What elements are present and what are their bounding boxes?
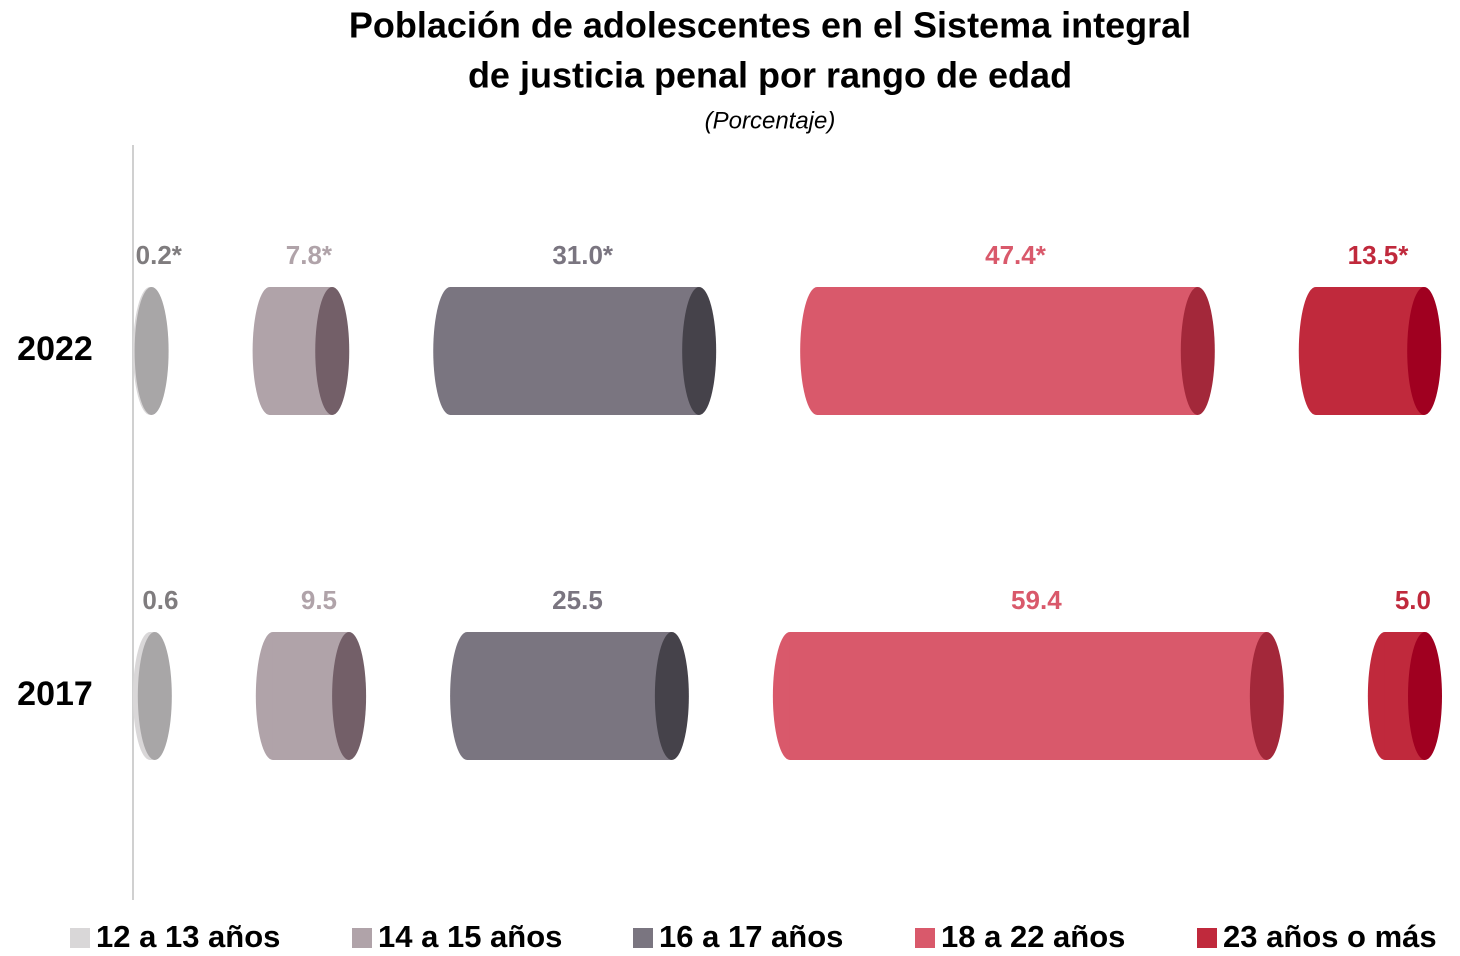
- bar-segment: [1298, 287, 1442, 415]
- legend-label: 23 años o más: [1223, 919, 1437, 954]
- legend-label: 18 a 22 años: [941, 919, 1125, 954]
- legend-swatch: [1197, 928, 1217, 948]
- legend-swatch: [915, 928, 935, 948]
- legend-label: 14 a 15 años: [378, 919, 562, 954]
- cylinder-cap: [682, 287, 717, 415]
- cylinder-cap: [654, 632, 689, 760]
- chart-title: de justicia penal por rango de edad: [468, 55, 1072, 96]
- value-label: 31.0*: [552, 240, 614, 270]
- cylinder-body: [450, 287, 700, 415]
- value-label: 9.5: [301, 585, 337, 615]
- bar-segment: [433, 287, 717, 415]
- value-label: 25.5: [552, 585, 603, 615]
- cylinder-cap: [332, 632, 367, 760]
- legend-swatch: [352, 928, 372, 948]
- cylinder-cap: [315, 287, 350, 415]
- category-label: 2017: [17, 675, 93, 713]
- cylinder-body: [467, 632, 672, 760]
- chart-title: Población de adolescentes en el Sistema …: [349, 5, 1191, 46]
- value-label: 47.4*: [985, 240, 1047, 270]
- cylinder-cap: [134, 287, 169, 415]
- chart-subtitle: (Porcentaje): [705, 107, 836, 134]
- bar-segment: [252, 287, 350, 415]
- bar-segment: [133, 287, 169, 415]
- cylinder-body: [789, 632, 1267, 760]
- value-label: 7.8*: [286, 240, 333, 270]
- cylinder-cap: [1249, 632, 1284, 760]
- cylinder-body: [817, 287, 1198, 415]
- cylinder-cap: [1408, 632, 1442, 760]
- bar-segment: [450, 632, 689, 760]
- bar-segment: [133, 632, 172, 760]
- bar-segment: [772, 632, 1284, 760]
- legend-swatch: [633, 928, 653, 948]
- bar-segment: [800, 287, 1215, 415]
- legend-swatch: [70, 928, 90, 948]
- value-label: 0.6: [142, 585, 178, 615]
- bar-segment: [255, 632, 367, 760]
- value-label: 13.5*: [1348, 240, 1410, 270]
- category-label: 2022: [17, 330, 93, 368]
- legend-label: 12 a 13 años: [96, 919, 280, 954]
- bar-segment: [1367, 632, 1442, 760]
- value-label: 0.2*: [136, 240, 183, 270]
- value-label: 59.4: [1011, 585, 1062, 615]
- cylinder-cap: [1407, 287, 1442, 415]
- cylinder-body: [1315, 287, 1425, 415]
- value-label: 5.0: [1395, 585, 1431, 615]
- legend-label: 16 a 17 años: [659, 919, 843, 954]
- cylinder-cap: [1180, 287, 1215, 415]
- cylinder-cap: [137, 632, 172, 760]
